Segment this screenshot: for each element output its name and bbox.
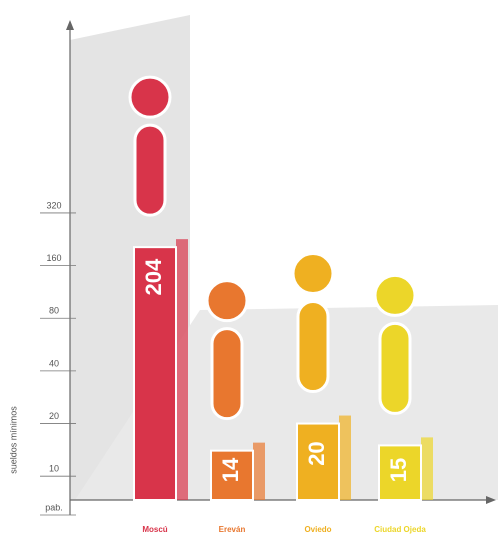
value-label: 15 (386, 458, 411, 482)
value-label: 204 (141, 258, 166, 295)
bar-side (253, 442, 265, 500)
figure-body (378, 321, 412, 415)
bar (296, 422, 340, 501)
x-tick-label: Ereván (219, 525, 246, 534)
bar-side (176, 239, 188, 500)
bar (378, 444, 422, 501)
x-tick-label: Oviedo (304, 525, 331, 534)
value-label: 14 (218, 457, 243, 482)
x-tick-label: Moscú (142, 525, 167, 534)
y-tick-label: pab. (45, 502, 63, 512)
figure-head (373, 273, 417, 317)
bar-side (339, 415, 351, 500)
y-tick-label: 20 (49, 411, 59, 421)
bar-side (421, 437, 433, 500)
y-axis-title: sueldos mínimos (8, 406, 18, 474)
y-tick-label: 80 (49, 306, 59, 316)
y-tick-label: 40 (49, 358, 59, 368)
figure-body (133, 123, 167, 217)
x-tick-label: Ciudad Ojeda (374, 525, 426, 534)
y-axis-arrow (66, 20, 74, 30)
figure-head (291, 252, 335, 296)
bar (210, 449, 254, 501)
x-axis-arrow (486, 496, 496, 504)
y-tick-label: 320 (46, 200, 61, 210)
bar (133, 246, 177, 501)
y-tick-label: 160 (46, 253, 61, 263)
figure-body (296, 300, 330, 394)
figure-body (210, 327, 244, 421)
value-label: 20 (304, 441, 329, 465)
figure-head (205, 279, 249, 323)
y-tick-label: 10 (49, 464, 59, 474)
figure-head (128, 75, 172, 119)
